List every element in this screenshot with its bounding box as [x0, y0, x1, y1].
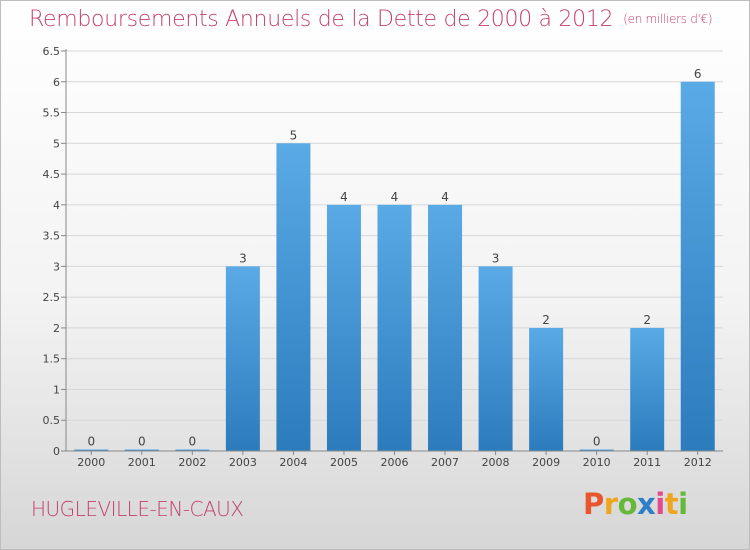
y-tick-label: 4.5: [43, 168, 61, 181]
y-tick-label: 2: [53, 322, 60, 335]
data-label: 4: [441, 190, 449, 204]
bar: [74, 449, 109, 451]
x-tick-label: 2005: [330, 456, 358, 469]
x-tick-label: 2004: [279, 456, 307, 469]
x-tick-label: 2008: [482, 456, 510, 469]
y-tick-label: 2.5: [43, 291, 61, 304]
y-tick-label: 4: [53, 199, 60, 212]
logo-letter: t: [664, 487, 679, 521]
y-tick-label: 5: [53, 137, 60, 150]
data-label: 3: [239, 251, 247, 265]
x-tick-label: 2002: [178, 456, 206, 469]
data-label: 5: [290, 128, 298, 142]
data-label: 3: [492, 251, 500, 265]
logo-letter: o: [617, 487, 638, 521]
data-label: 0: [189, 435, 197, 449]
x-tick-label: 2003: [229, 456, 257, 469]
y-tick-label: 3: [53, 260, 60, 273]
chart-title: Remboursements Annuels de la Dette de 20…: [29, 7, 614, 32]
y-tick-label: 3.5: [43, 230, 61, 243]
data-label: 0: [138, 435, 146, 449]
data-label: 2: [643, 313, 651, 327]
bar: [630, 327, 665, 451]
x-tick-label: 2007: [431, 456, 459, 469]
data-label: 4: [391, 190, 399, 204]
y-tick-label: 6.5: [43, 45, 61, 58]
bar: [529, 327, 564, 451]
bar: [276, 143, 311, 452]
x-tick-label: 2010: [583, 456, 611, 469]
x-tick-label: 2001: [128, 456, 156, 469]
bar: [124, 449, 159, 451]
y-tick-label: 0.5: [43, 414, 61, 427]
x-tick-label: 2011: [633, 456, 661, 469]
data-labels: 0 0 0 3 5 4 4 4 3 2 0 2 6: [87, 67, 701, 449]
x-tick-label: 2000: [77, 456, 105, 469]
data-label: 0: [593, 435, 601, 449]
x-tick-label: 2006: [381, 456, 409, 469]
logo-letter: i: [678, 487, 688, 521]
data-label: 6: [694, 67, 702, 81]
x-tick-label: 2012: [684, 456, 712, 469]
bar: [175, 449, 210, 451]
chart-unit: (en milliers d'€): [623, 12, 713, 26]
bar: [377, 204, 412, 451]
bar: [428, 204, 463, 451]
bar: [225, 266, 260, 451]
data-label: 0: [87, 435, 95, 449]
logo-letter: P: [583, 487, 604, 521]
x-tick-label: 2009: [532, 456, 560, 469]
city-name: HUGLEVILLE-EN-CAUX: [31, 497, 244, 521]
y-tick-label: 0: [53, 445, 60, 458]
logo-letter: r: [603, 487, 618, 521]
bar: [680, 81, 715, 452]
y-tick-label: 1: [53, 383, 60, 396]
proxiti-logo: Proxiti: [583, 487, 688, 521]
data-label: 2: [542, 313, 550, 327]
logo-letter: x: [637, 487, 656, 521]
y-tick-label: 5.5: [43, 107, 61, 120]
y-tick-label: 6: [53, 76, 60, 89]
bars: [74, 81, 715, 452]
bar: [478, 266, 513, 451]
y-tick-label: 1.5: [43, 353, 61, 366]
logo-letter: i: [655, 487, 665, 521]
bar: [579, 449, 614, 451]
chart-title-block: Remboursements Annuels de la Dette de 20…: [29, 7, 713, 32]
data-label: 4: [340, 190, 348, 204]
bar: [326, 204, 361, 451]
